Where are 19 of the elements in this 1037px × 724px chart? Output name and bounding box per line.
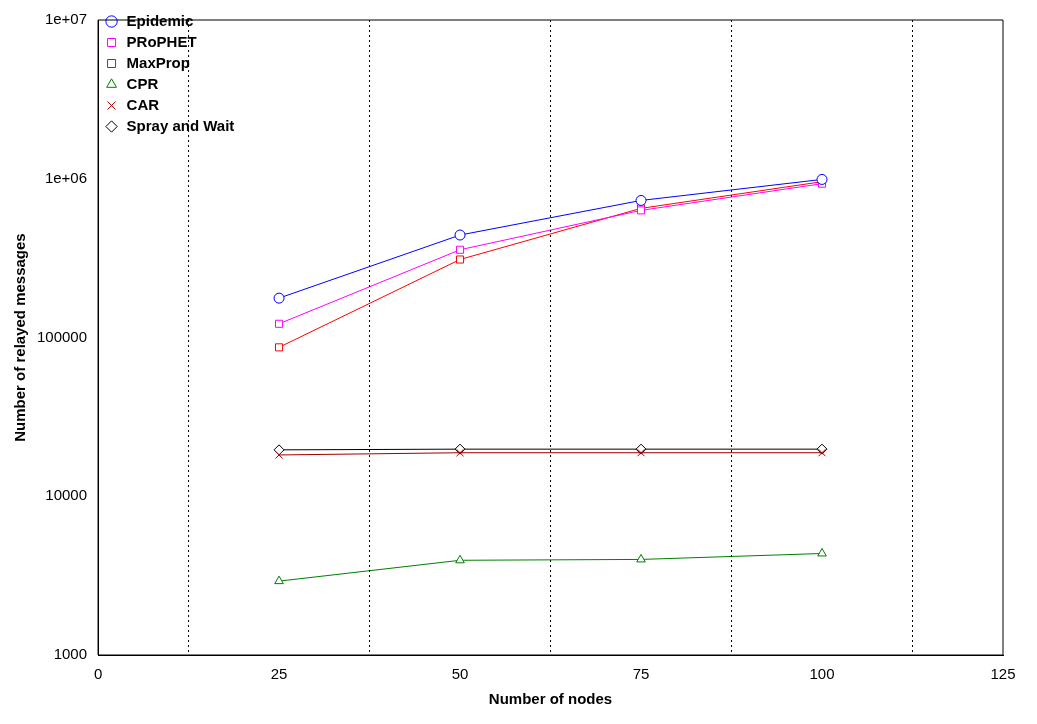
y-tick-label: 10000 [45, 486, 88, 504]
legend-label: MaxProp [126, 53, 190, 71]
x-axis-title: Number of nodes [488, 690, 613, 708]
y-axis-title: Number of relayed messages [11, 233, 29, 442]
y-tick-label: 1e+06 [44, 168, 88, 186]
legend-label: Spray and Wait [126, 116, 235, 134]
x-tick-label: 75 [632, 665, 650, 683]
y-tick-label: 1e+07 [44, 10, 88, 28]
legend-label: Epidemic [126, 11, 194, 29]
y-tick-label: 1000 [53, 645, 88, 663]
x-tick-label: 50 [451, 665, 469, 683]
legend-label: PRoPHET [126, 32, 197, 50]
x-tick-label: 125 [990, 665, 1016, 683]
legend-label: CPR [126, 74, 159, 92]
legend-label: CAR [126, 95, 160, 113]
x-tick-label: 0 [93, 665, 103, 683]
x-tick-label: 100 [809, 665, 835, 683]
x-tick-label: 25 [270, 665, 288, 683]
y-tick-label: 100000 [36, 327, 88, 345]
